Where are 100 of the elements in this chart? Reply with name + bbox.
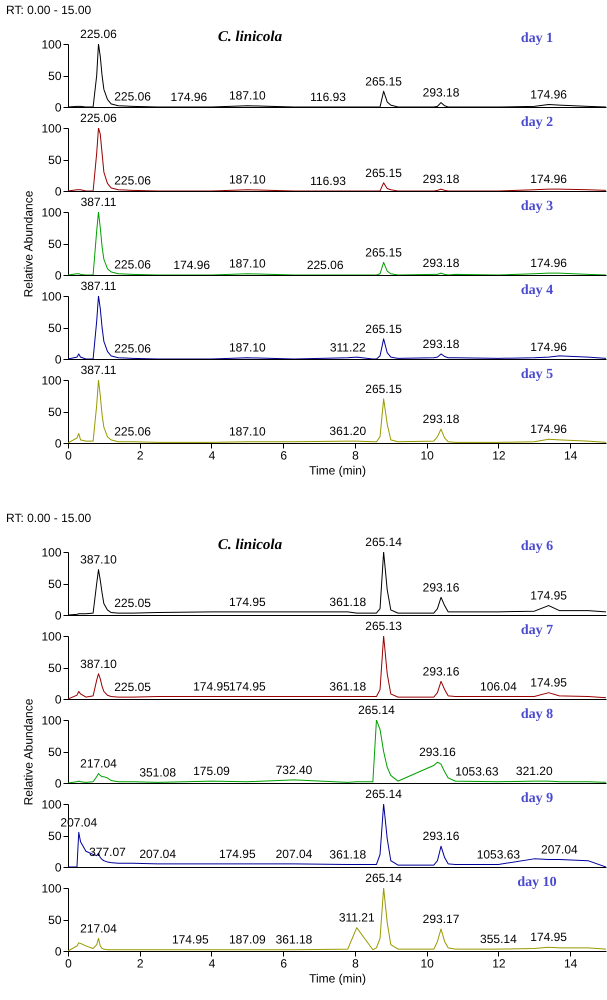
y-tick-label: 100	[41, 546, 62, 560]
annotation: 265.15	[365, 382, 402, 396]
x-tick-label: 0	[65, 956, 72, 970]
y-tick-label: 0	[54, 944, 62, 958]
annotation: 387.11	[80, 195, 117, 209]
annotation: 116.93	[310, 174, 346, 188]
annotation: 174.96	[170, 90, 208, 104]
x-tick-label: 8	[352, 448, 360, 462]
y-tick-label: 0	[54, 436, 62, 450]
chart-title: day 7	[520, 623, 554, 638]
y-tick-label: 100	[41, 798, 62, 812]
y-tick-label: 0	[54, 776, 62, 790]
annotation: 321.20	[516, 764, 553, 778]
annotation: 355.14	[480, 932, 518, 946]
annotation: 361.18	[329, 679, 366, 694]
annotation: 293.18	[422, 86, 460, 100]
annotation: 207.04	[139, 846, 176, 861]
x-tick-label: 0	[65, 448, 72, 462]
annotation: 174.95	[228, 594, 266, 609]
y-tick-label: 100	[41, 290, 62, 304]
annotation: 187.10	[228, 256, 266, 271]
annotation: 217.04	[80, 756, 118, 771]
y-tick-label: 50	[48, 745, 62, 759]
y-tick-label: 50	[48, 661, 62, 675]
x-tick-label: 10	[420, 956, 434, 970]
annotation: 387.11	[80, 363, 117, 377]
annotation: 293.17	[422, 912, 460, 926]
annotation: 225.06	[114, 89, 152, 104]
annotation: 265.14	[365, 787, 402, 801]
annotation: 174.96	[173, 258, 210, 272]
x-tick-label: 14	[564, 448, 578, 462]
x-tick-label: 4	[208, 956, 216, 970]
annotation: 293.18	[422, 256, 460, 270]
y-tick-label: 0	[54, 100, 62, 114]
y-tick-label: 0	[54, 692, 62, 706]
annotation: 207.04	[276, 846, 313, 861]
y-axis-title: Relative Abundance	[21, 698, 36, 806]
chart-title: day 6	[520, 539, 554, 554]
annotation: 187.10	[228, 340, 266, 355]
chart-title: day 3	[520, 199, 554, 214]
x-axis-title: Time (min)	[309, 972, 366, 986]
x-tick-label: 4	[208, 448, 216, 462]
annotation: 175.09	[193, 764, 230, 778]
annotation: 293.16	[422, 664, 460, 678]
x-tick-label: 8	[352, 956, 360, 970]
annotation: 106.04	[480, 679, 518, 694]
x-tick-label: 12	[492, 448, 506, 462]
y-tick-label: 100	[41, 882, 62, 896]
annotation: 225.06	[80, 111, 118, 125]
annotation: 377.07	[89, 844, 126, 859]
annotation: 207.04	[541, 842, 578, 856]
chart-subtitle: C. linicola	[218, 537, 283, 553]
y-tick-label: 100	[41, 122, 62, 136]
y-tick-label: 50	[48, 321, 62, 335]
annotation: 361.18	[329, 594, 366, 609]
annotation: 265.15	[365, 322, 402, 336]
annotation: 361.18	[276, 932, 313, 947]
annotation: 174.96	[530, 87, 568, 102]
annotation: 293.16	[422, 829, 460, 844]
text: RT: 0.00 - 15.00	[6, 511, 92, 525]
y-tick-label: 100	[41, 714, 62, 728]
y-tick-label: 0	[54, 184, 62, 198]
annotation: 265.14	[358, 703, 396, 717]
annotation: 116.93	[310, 90, 346, 104]
annotation: 225.05	[114, 680, 152, 694]
x-tick-label: 12	[492, 956, 506, 970]
y-tick-label: 50	[48, 153, 62, 167]
chart-title: day 4	[520, 283, 554, 298]
x-tick-label: 10	[420, 448, 434, 462]
annotation: 265.15	[365, 245, 402, 260]
annotation: 265.14	[365, 871, 402, 885]
y-tick-label: 0	[54, 860, 62, 874]
annotation: 225.05	[114, 596, 152, 610]
y-tick-label: 0	[54, 268, 62, 282]
chart-title: day 8	[520, 707, 554, 722]
annotation: 174.96	[530, 256, 568, 270]
chart-title: day 1	[520, 31, 554, 46]
annotation: 265.15	[365, 166, 402, 180]
annotation: 225.06	[114, 341, 152, 356]
annotation: 174.95	[193, 679, 230, 694]
annotation: 361.18	[329, 847, 366, 862]
annotation: 387.10	[80, 552, 118, 567]
x-tick-label: 6	[280, 956, 288, 970]
annotation: 174.96	[530, 422, 568, 436]
annotation: 225.06	[114, 424, 152, 439]
annotation: 217.04	[80, 921, 118, 936]
annotation: 225.06	[306, 258, 344, 272]
annotation: 1053.63	[455, 764, 499, 778]
text: RT: 0.00 - 15.00	[6, 3, 92, 17]
chart-title: day 9	[520, 791, 554, 806]
y-tick-label: 0	[54, 352, 62, 366]
chart-title: day 2	[520, 115, 554, 130]
y-tick-label: 100	[41, 630, 62, 644]
y-tick-label: 100	[41, 374, 62, 388]
x-tick-label: 2	[136, 448, 144, 462]
annotation: 265.14	[365, 535, 402, 549]
annotation: 293.16	[422, 580, 460, 594]
y-tick-label: 50	[48, 237, 62, 251]
annotation: 387.11	[80, 279, 117, 293]
annotation: 174.95	[228, 679, 266, 694]
